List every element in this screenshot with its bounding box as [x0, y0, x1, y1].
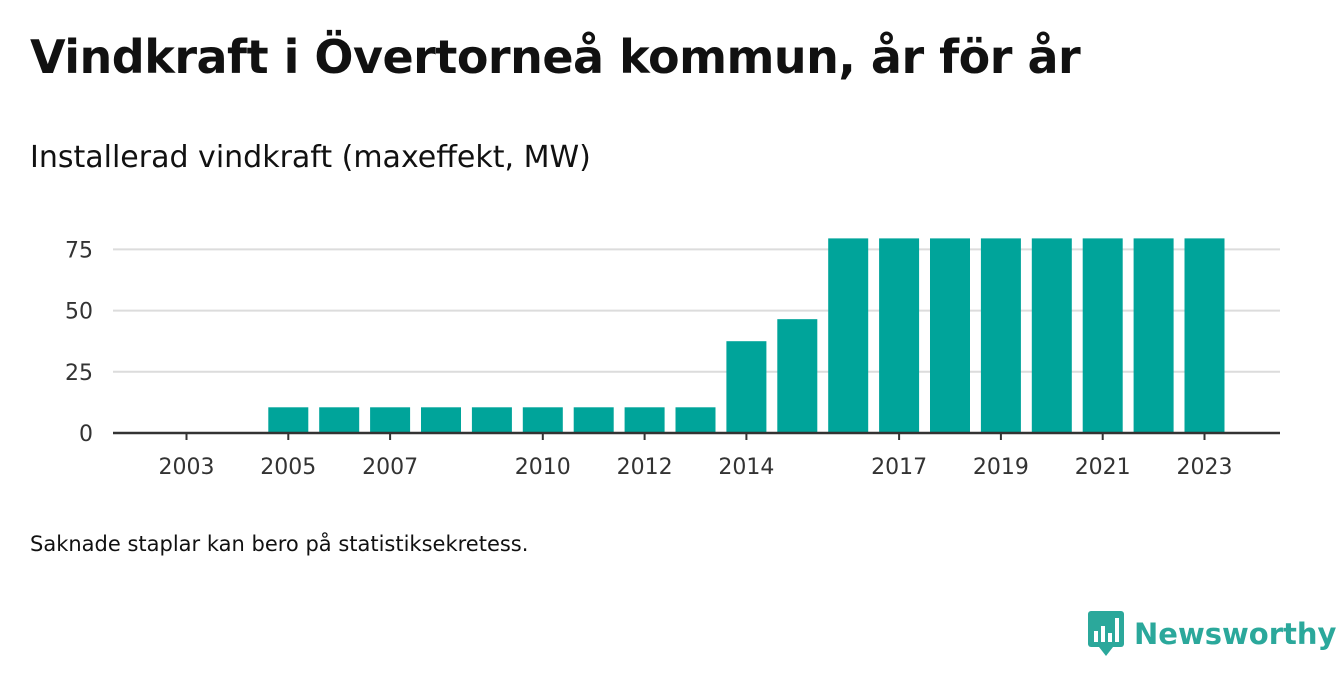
x-tick-label: 2003 [159, 455, 215, 480]
y-tick-label: 50 [65, 300, 93, 325]
x-tick-label: 2007 [362, 455, 418, 480]
x-tick-label: 2017 [871, 455, 927, 480]
x-tick-label: 2005 [260, 455, 316, 480]
bar-2007 [370, 407, 411, 433]
bar-2013 [675, 407, 716, 433]
y-tick-label: 0 [79, 422, 93, 447]
axes: 0 25 50 75 2003 2005 2007 2010 2012 2014 2017 2019 2… [65, 238, 1280, 480]
bar-chart-speech-bubble-icon [1088, 611, 1124, 656]
bar-2019 [980, 238, 1021, 433]
bar-2009 [471, 407, 512, 433]
footnote: Saknade staplar kan bero på statistiksek… [30, 532, 529, 556]
bar-2008 [421, 407, 461, 433]
bar-2020 [1031, 238, 1072, 433]
bar-2010 [522, 407, 563, 433]
bar-2006 [319, 407, 360, 433]
bar-2017 [879, 238, 920, 433]
bar-2021 [1082, 238, 1123, 433]
y-tick-label: 75 [65, 238, 93, 263]
x-tick-label: 2014 [718, 455, 774, 480]
bar-2018 [930, 238, 970, 433]
bar-2005 [268, 407, 309, 433]
bar-2023 [1184, 238, 1225, 433]
bar-2022 [1133, 238, 1174, 433]
bar-2015 [777, 319, 818, 433]
x-tick-label: 2019 [973, 455, 1029, 480]
x-tick-label: 2010 [515, 455, 571, 480]
bars [268, 238, 1225, 433]
brand-name: Newsworthy [1134, 617, 1337, 651]
bar-2012 [624, 407, 665, 433]
bar-chart: 0 25 50 75 2003 2005 2007 2010 2012 2014 2017 2019 2… [65, 238, 1280, 480]
y-tick-label: 25 [65, 361, 93, 386]
brand-logo: Newsworthy [1088, 610, 1336, 658]
x-tick-label: 2023 [1177, 455, 1233, 480]
bar-2014 [726, 341, 767, 433]
x-tick-label: 2012 [617, 455, 673, 480]
bar-2011 [573, 407, 614, 433]
x-tick-label: 2021 [1075, 455, 1131, 480]
chart-title: Vindkraft i Övertorneå kommun, år för år [30, 30, 1081, 84]
bar-2016 [828, 238, 869, 433]
chart-subtitle: Installerad vindkraft (maxeffekt, MW) [30, 140, 591, 175]
